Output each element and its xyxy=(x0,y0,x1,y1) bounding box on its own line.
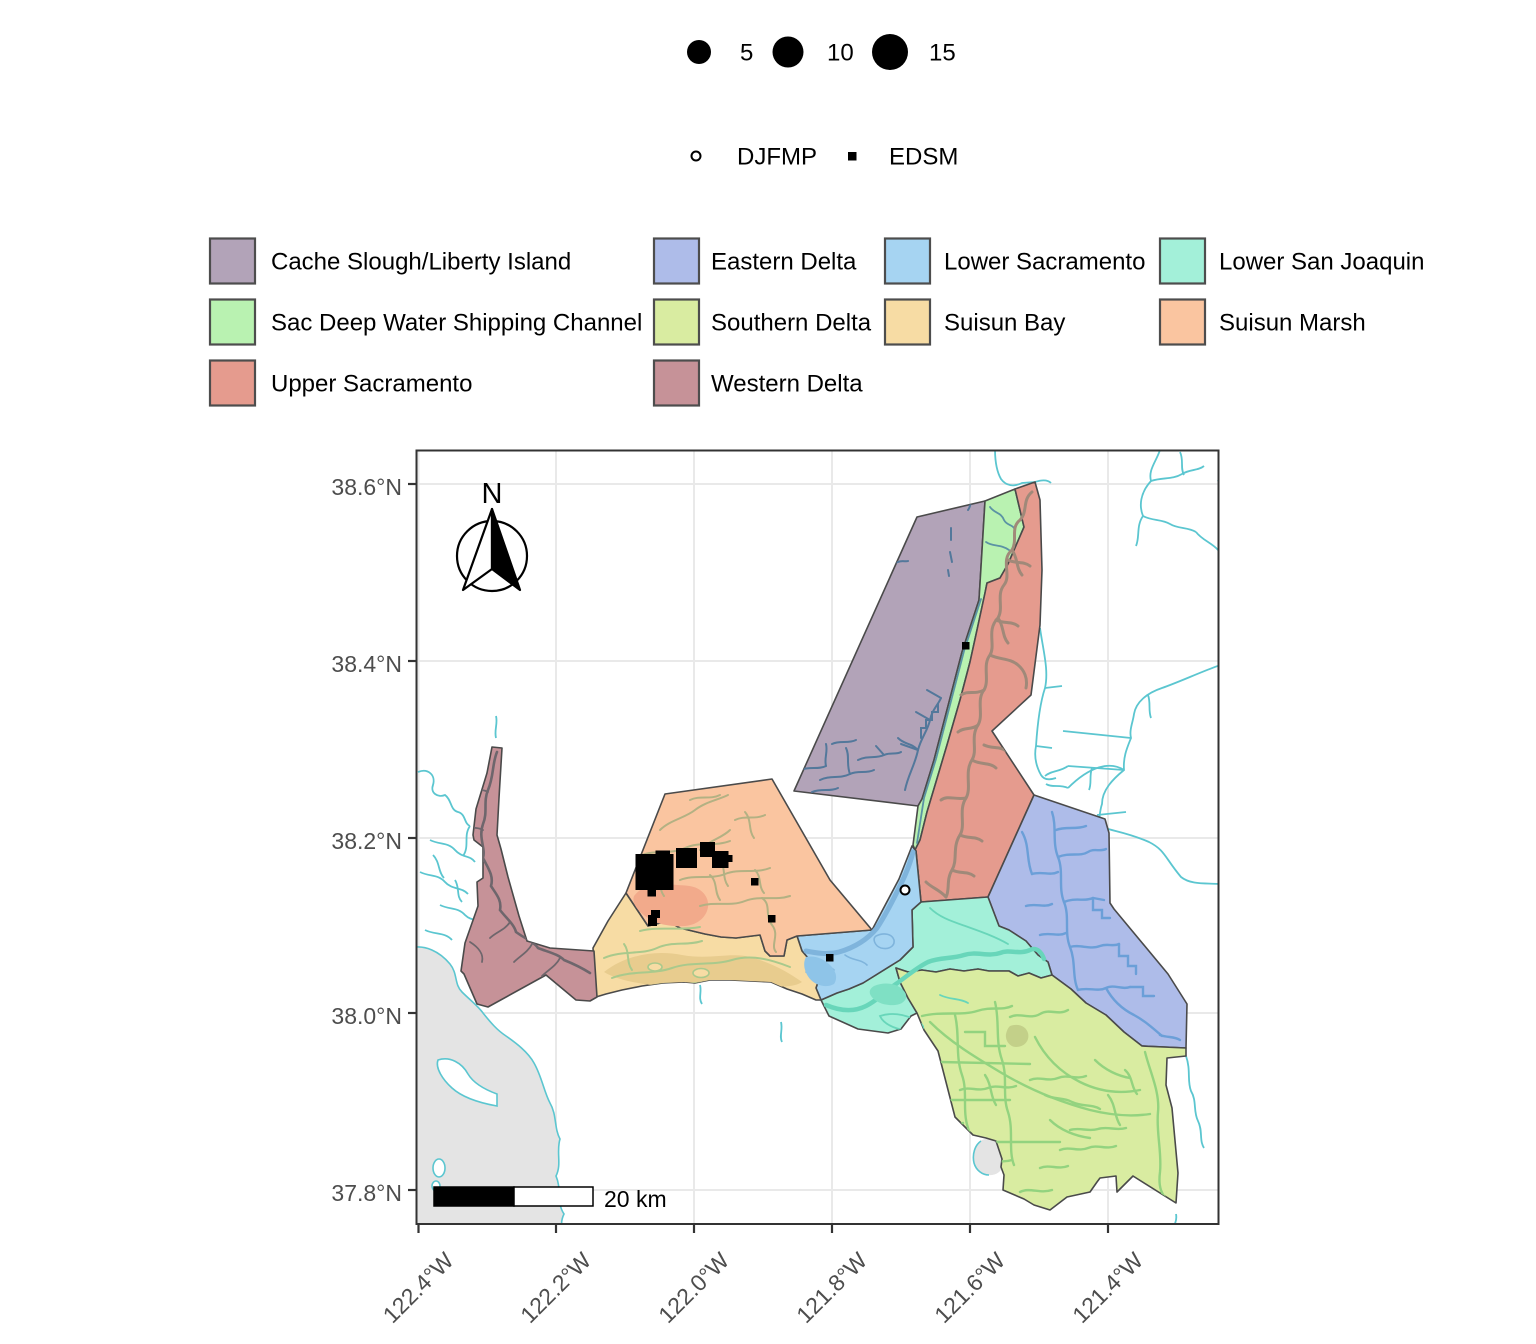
svg-text:38.2°N: 38.2°N xyxy=(331,828,402,854)
svg-text:122.2°W: 122.2°W xyxy=(515,1247,596,1328)
svg-text:20 km: 20 km xyxy=(604,1186,667,1212)
svg-text:EDSM: EDSM xyxy=(889,144,958,171)
svg-text:N: N xyxy=(482,478,503,510)
svg-text:Suisun Marsh: Suisun Marsh xyxy=(1219,310,1366,337)
svg-text:Sac Deep Water Shipping Channe: Sac Deep Water Shipping Channel xyxy=(271,310,642,337)
svg-text:Western Delta: Western Delta xyxy=(711,371,863,398)
svg-text:122.0°W: 122.0°W xyxy=(653,1247,734,1328)
svg-text:Cache Slough/Liberty Island: Cache Slough/Liberty Island xyxy=(271,249,571,276)
svg-text:121.8°W: 121.8°W xyxy=(791,1247,872,1328)
svg-text:37.8°N: 37.8°N xyxy=(331,1180,402,1206)
svg-text:38.4°N: 38.4°N xyxy=(331,651,402,677)
svg-text:Upper Sacramento: Upper Sacramento xyxy=(271,371,472,398)
svg-text:Lower Sacramento: Lower Sacramento xyxy=(944,249,1145,276)
svg-text:15: 15 xyxy=(929,40,956,67)
svg-text:10: 10 xyxy=(827,40,854,67)
svg-text:Eastern Delta: Eastern Delta xyxy=(711,249,857,276)
svg-text:121.6°W: 121.6°W xyxy=(929,1247,1010,1328)
svg-text:Suisun Bay: Suisun Bay xyxy=(944,310,1065,337)
svg-text:38.0°N: 38.0°N xyxy=(331,1003,402,1029)
svg-text:5: 5 xyxy=(740,40,753,67)
svg-text:DJFMP: DJFMP xyxy=(737,144,817,171)
svg-text:Southern Delta: Southern Delta xyxy=(711,310,872,337)
svg-text:Lower San Joaquin: Lower San Joaquin xyxy=(1219,249,1424,276)
svg-text:122.4°W: 122.4°W xyxy=(378,1247,459,1328)
svg-text:121.4°W: 121.4°W xyxy=(1067,1247,1148,1328)
svg-text:38.6°N: 38.6°N xyxy=(331,474,402,500)
